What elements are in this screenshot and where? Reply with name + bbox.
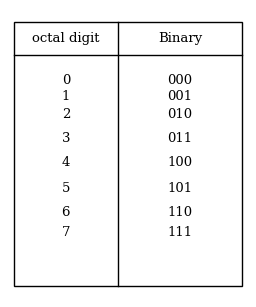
Text: 111: 111 [167, 226, 193, 239]
Text: 2: 2 [62, 107, 70, 121]
Text: 010: 010 [167, 107, 193, 121]
Text: 1: 1 [62, 91, 70, 103]
Text: 000: 000 [167, 73, 193, 87]
Text: 011: 011 [167, 131, 193, 145]
Text: 4: 4 [62, 156, 70, 169]
Text: 5: 5 [62, 181, 70, 195]
Text: Binary: Binary [158, 32, 202, 45]
Text: 7: 7 [62, 226, 70, 239]
Text: 001: 001 [167, 91, 193, 103]
Text: 101: 101 [167, 181, 193, 195]
Text: 6: 6 [62, 205, 70, 219]
Text: 3: 3 [62, 131, 70, 145]
Text: 110: 110 [167, 205, 193, 219]
Bar [14, 22, 242, 286]
Text: 100: 100 [167, 156, 193, 169]
Text: 0: 0 [62, 73, 70, 87]
Text: octal digit: octal digit [32, 32, 100, 45]
